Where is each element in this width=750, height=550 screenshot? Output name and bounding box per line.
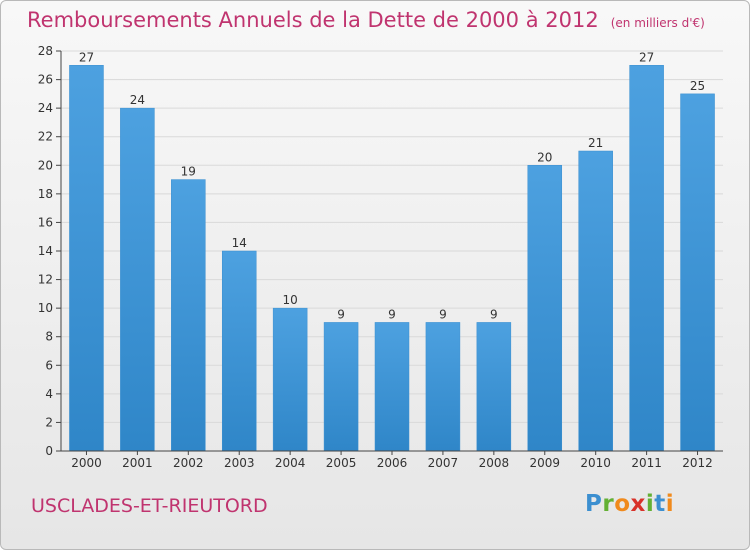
bar — [680, 93, 715, 452]
y-tick-label: 16 — [38, 215, 53, 229]
chart-title: Remboursements Annuels de la Dette de 20… — [27, 8, 705, 32]
bar-value-label: 25 — [690, 79, 705, 93]
bar-value-label: 20 — [537, 150, 552, 164]
x-tick-label: 2002 — [173, 456, 204, 470]
x-tick-label: 2007 — [428, 456, 459, 470]
bar — [527, 165, 563, 452]
bar-value-label: 19 — [181, 165, 196, 179]
y-tick-label: 22 — [38, 130, 53, 144]
bar — [425, 322, 461, 452]
proxiti-logo: Proxiti — [585, 491, 674, 517]
bar — [578, 150, 613, 452]
x-tick-label: 2008 — [479, 456, 510, 470]
bar-value-label: 9 — [337, 307, 345, 321]
bar-value-label: 9 — [490, 307, 498, 321]
bar-value-label: 27 — [79, 50, 94, 64]
bar-value-label: 21 — [588, 136, 603, 150]
y-tick-label: 8 — [45, 330, 53, 344]
bar-value-label: 27 — [639, 50, 654, 64]
bar — [272, 307, 308, 452]
y-tick-label: 6 — [45, 358, 53, 372]
x-tick-label: 2000 — [71, 456, 102, 470]
x-tick-label: 2005 — [326, 456, 357, 470]
logo-letter: o — [614, 491, 631, 517]
unit-label: (en milliers d'€) — [610, 16, 705, 30]
bar — [323, 322, 359, 452]
bar-value-label: 9 — [388, 307, 396, 321]
y-tick-label: 4 — [45, 387, 53, 401]
bars: 27 24 19 14 10 9 9 9 9 20 21 27 25 — [69, 50, 715, 452]
y-tick-label: 12 — [38, 273, 53, 287]
y-tick-label: 28 — [38, 44, 53, 58]
y-tick-label: 2 — [45, 415, 53, 429]
logo-letter: t — [654, 491, 666, 517]
commune-name: USCLADES-ET-RIEUTORD — [31, 495, 268, 517]
y-tick-label: 20 — [38, 158, 53, 172]
bar — [120, 107, 155, 452]
bar — [221, 250, 257, 452]
x-tick-label: 2001 — [122, 456, 153, 470]
bar-value-label: 24 — [130, 93, 145, 107]
y-tick-label: 24 — [38, 101, 53, 115]
logo-letter: i — [645, 491, 655, 517]
x-tick-label: 2010 — [580, 456, 611, 470]
y-tick-label: 18 — [38, 187, 53, 201]
bar — [476, 322, 512, 452]
y-tick-label: 26 — [38, 73, 53, 87]
x-axis: 2000 2001 2002 2003 2004 2005 2006 2007 2008 2009… — [61, 450, 723, 470]
x-tick-label: 2004 — [275, 456, 306, 470]
logo-letter: r — [602, 491, 615, 517]
x-tick-label: 2011 — [631, 456, 662, 470]
bar-value-label: 14 — [232, 236, 247, 250]
y-tick-label: 0 — [45, 444, 53, 458]
bar-value-label: 9 — [439, 307, 447, 321]
bar — [69, 65, 104, 452]
x-tick-label: 2003 — [224, 456, 255, 470]
title-text: Remboursements Annuels de la Dette de 20… — [27, 8, 599, 32]
logo-letter: P — [585, 491, 603, 517]
bar — [374, 322, 410, 452]
bar — [171, 179, 206, 452]
bar — [629, 65, 664, 452]
x-tick-label: 2006 — [377, 456, 408, 470]
y-tick-label: 14 — [38, 244, 53, 258]
bar-value-label: 10 — [283, 293, 298, 307]
x-tick-label: 2012 — [682, 456, 713, 470]
logo-letter: i — [665, 491, 675, 517]
logo-letter: x — [630, 491, 646, 517]
y-tick-label: 10 — [38, 301, 53, 315]
x-tick-label: 2009 — [529, 456, 560, 470]
